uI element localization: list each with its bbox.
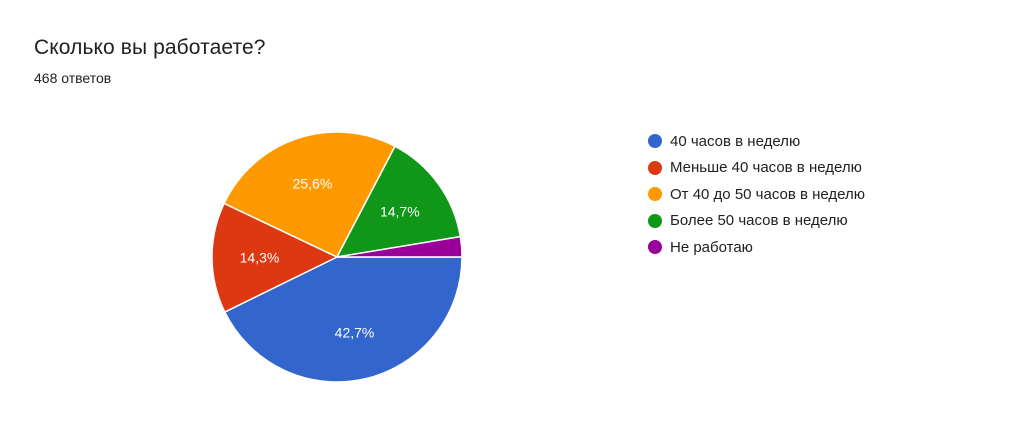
legend-item[interactable]: Не работаю (648, 234, 865, 261)
pie-slice-5[interactable] (336, 235, 463, 258)
chart-legend: 40 часов в неделю Меньше 40 часов в недел… (648, 128, 865, 261)
legend-item[interactable]: 40 часов в неделю (648, 128, 865, 155)
legend-label: От 40 до 50 часов в неделю (670, 185, 866, 203)
legend-label: Более 50 часов в неделю (670, 212, 848, 230)
legend-item[interactable]: От 40 до 50 часов в неделю (648, 181, 865, 208)
legend-label: Меньше 40 часов в неделю (670, 159, 862, 177)
chart-title: Сколько вы работаете? (34, 36, 266, 59)
pie-slice-2[interactable] (211, 202, 339, 314)
pie-slice-4[interactable] (335, 145, 462, 258)
response-count: 468 ответов (34, 70, 112, 86)
legend-dot-icon (648, 213, 662, 228)
slice-label-4: 14,7% (380, 204, 420, 220)
slice-label-3: 25,6% (293, 175, 333, 191)
legend-dot-icon (648, 134, 662, 149)
slice-label-2: 14,3% (240, 249, 280, 265)
legend-label: 40 часов в неделю (670, 132, 801, 150)
legend-dot-icon (648, 160, 662, 175)
legend-item[interactable]: Меньше 40 часов в неделю (648, 155, 865, 182)
slice-label-1: 42,7% (335, 324, 375, 340)
legend-item[interactable]: Более 50 часов в неделю (648, 208, 865, 235)
legend-dot-icon (648, 187, 662, 202)
pie-slice-3[interactable] (223, 131, 397, 258)
legend-label: Не работаю (670, 238, 753, 256)
legend-dot-icon (648, 240, 662, 255)
pie-slice-1[interactable] (223, 256, 463, 383)
